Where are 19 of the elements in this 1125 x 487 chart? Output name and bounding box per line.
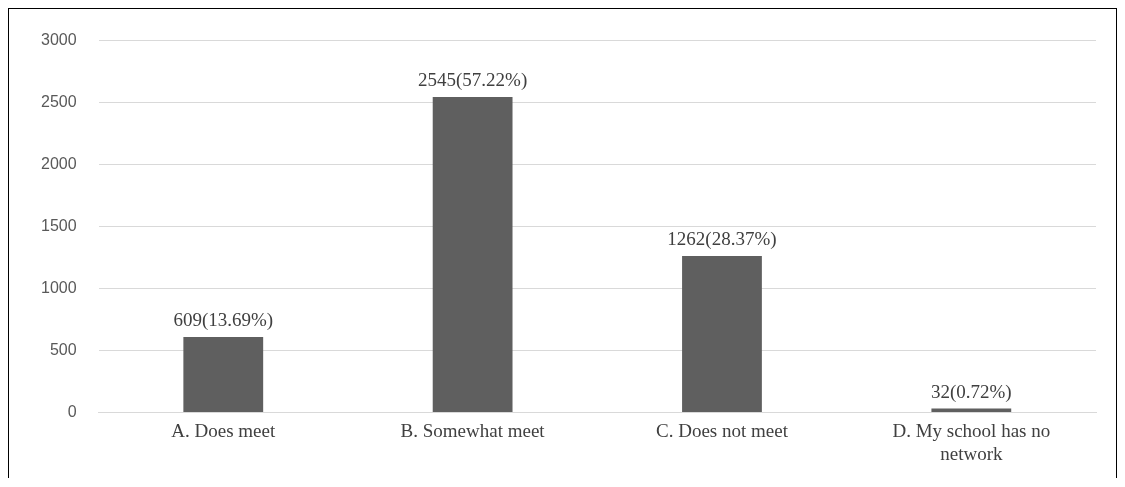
data-label: 32(0.72%) [930,380,1012,403]
x-tick-label: A. Does meet [171,419,276,441]
y-tick-label: 0 [67,402,77,420]
data-label: 1262(28.37%) [667,228,777,251]
y-tick-label: 1000 [41,278,77,296]
y-tick-label: 2000 [41,154,77,172]
bar [682,256,762,412]
data-label: 609(13.69%) [173,309,274,332]
x-tick-label: B. Somewhat meet [400,419,546,441]
y-tick-label: 3000 [41,31,77,49]
y-tick-label: 2500 [41,92,77,110]
bar [432,96,513,412]
bar [931,408,1012,412]
y-tick-label: 1500 [41,216,77,234]
data-label: 2545(57.22%) [418,69,528,92]
y-tick-label: 500 [49,340,77,358]
bar [183,336,264,412]
x-tick-label: D. My school has no network [892,419,1051,464]
x-tick-label: C. Does not meet [656,419,789,441]
